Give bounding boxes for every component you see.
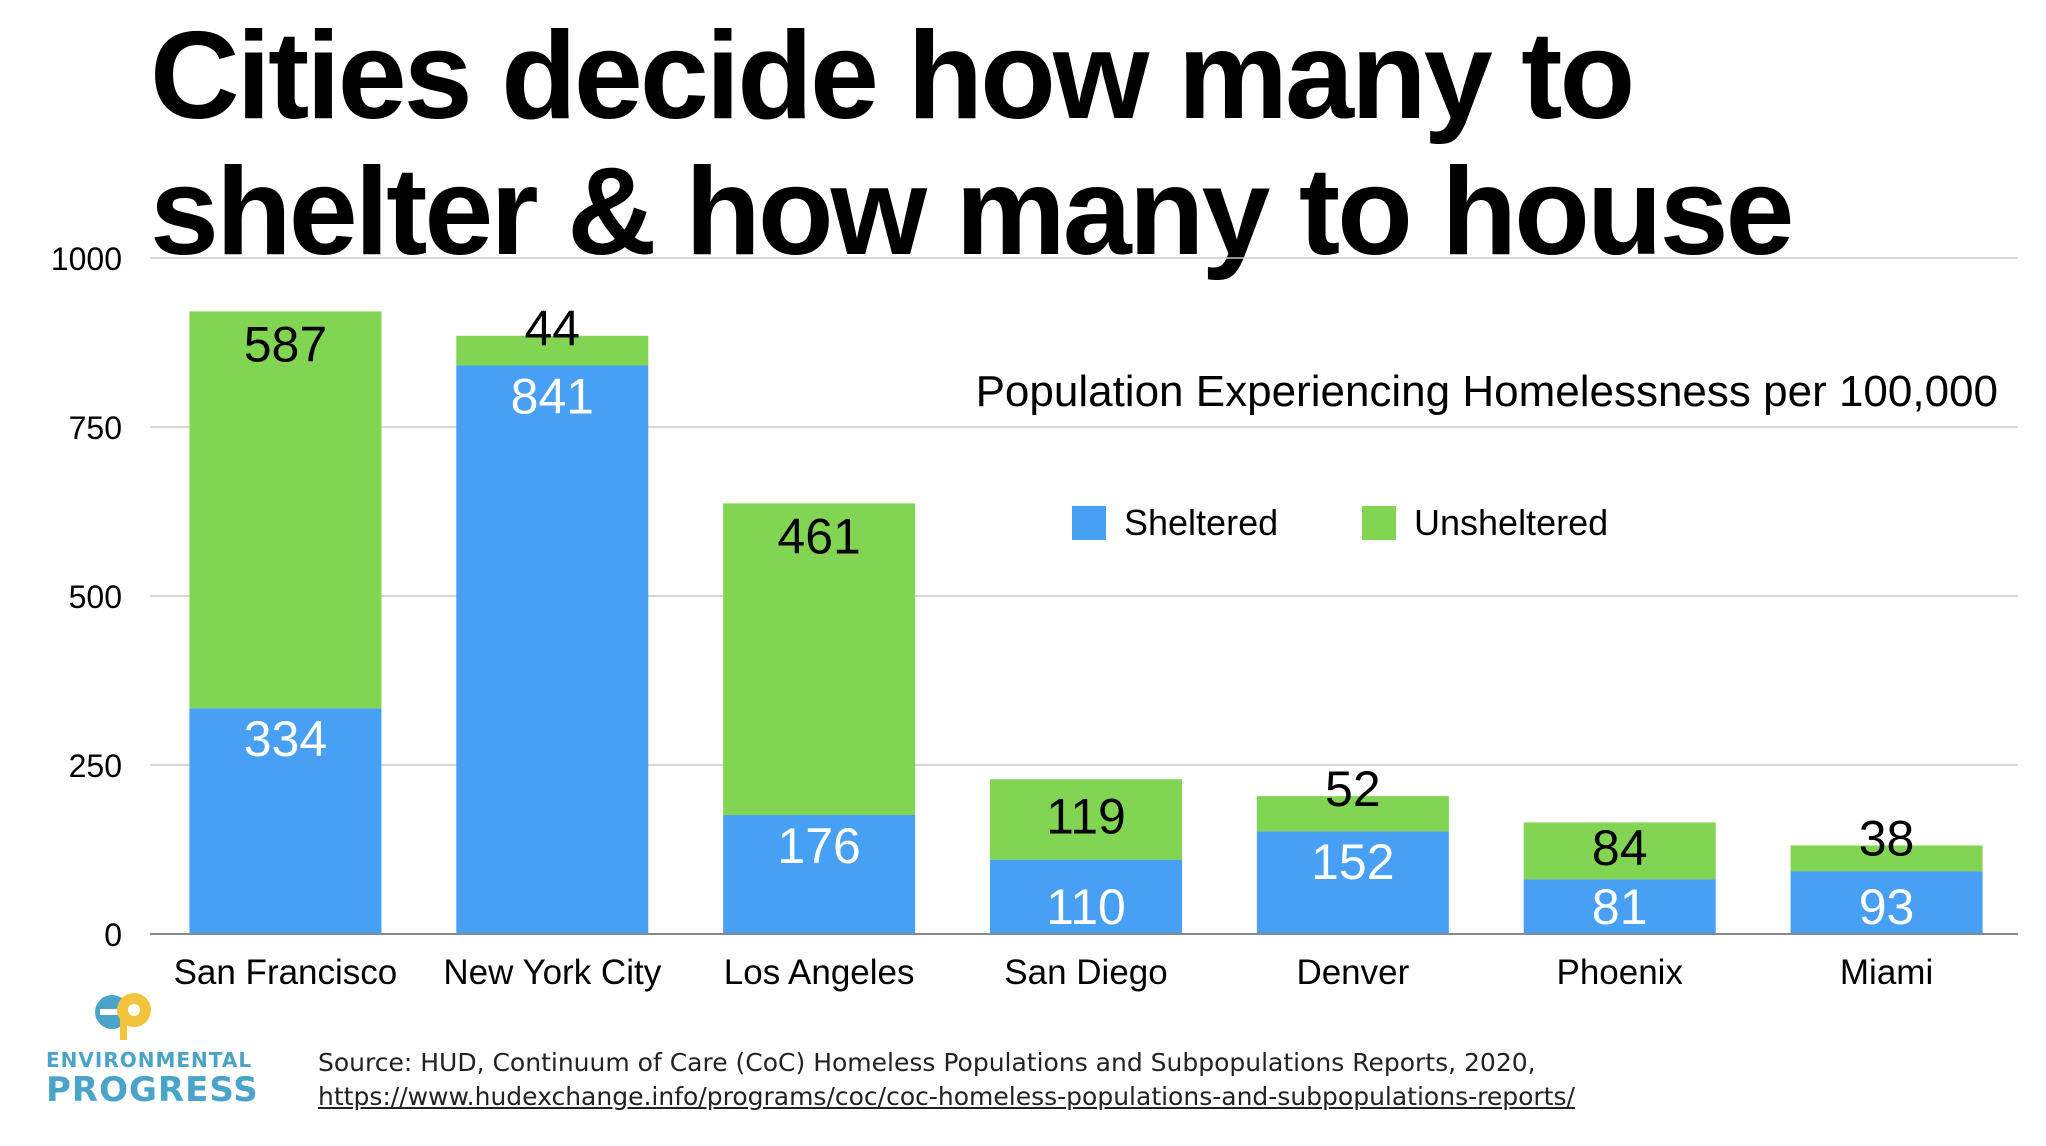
bar-sheltered: [1790, 871, 1983, 934]
x-tick-label: Denver: [1296, 953, 1409, 992]
bar-unsheltered: [723, 503, 916, 816]
bar-sheltered: [456, 365, 649, 934]
data-label: 461: [777, 508, 860, 564]
data-label: 334: [244, 711, 327, 767]
legend-label-unsheltered: Unsheltered: [1414, 502, 1608, 543]
logo-line-2: PROGRESS: [46, 1070, 259, 1110]
data-label: 176: [777, 818, 860, 874]
bar-unsheltered: [456, 335, 649, 366]
data-label: 587: [244, 316, 327, 372]
data-label: 119: [1046, 788, 1126, 844]
data-label: 93: [1859, 879, 1915, 935]
bar-sheltered: [723, 815, 916, 934]
bar-sheltered: [990, 859, 1182, 934]
ep-logo-icon: [95, 993, 151, 1040]
bar-unsheltered: [189, 311, 382, 709]
data-label: 38: [1859, 810, 1915, 866]
title-line-1: Cities decide how many to: [150, 7, 1635, 145]
y-tick-label: 0: [104, 917, 122, 953]
x-tick-label: San Diego: [1004, 953, 1167, 992]
bar-sheltered: [189, 708, 382, 934]
data-label: 152: [1311, 834, 1394, 890]
source-note: Source: HUD, Continuum of Care (CoC) Hom…: [318, 1046, 2038, 1114]
legend-label-sheltered: Sheltered: [1124, 502, 1278, 543]
legend-swatch-unsheltered: [1362, 506, 1396, 540]
x-tick-label: New York City: [443, 953, 661, 992]
logo-line-1: ENVIRONMENTAL: [46, 1048, 253, 1072]
environmental-progress-logo: ENVIRONMENTAL PROGRESS: [44, 990, 258, 1110]
x-tick-label: Miami: [1840, 953, 1933, 992]
bar-sheltered: [1523, 879, 1716, 934]
source-link[interactable]: https://www.hudexchange.info/programs/co…: [318, 1082, 1575, 1111]
bar-unsheltered: [1523, 822, 1716, 880]
y-tick-label: 250: [69, 748, 122, 784]
x-tick-label: Phoenix: [1556, 953, 1683, 992]
chart-title: Population Experiencing Homelessness per…: [976, 367, 1998, 416]
y-tick-label: 500: [69, 579, 122, 615]
bar-sheltered: [1256, 831, 1449, 934]
data-label: 841: [511, 368, 594, 424]
x-tick-label: Los Angeles: [724, 953, 915, 992]
data-label: 44: [524, 301, 580, 357]
data-label: 81: [1592, 879, 1648, 935]
bar-unsheltered: [990, 779, 1182, 860]
bar-unsheltered: [1256, 796, 1449, 832]
source-text: Source: HUD, Continuum of Care (CoC) Hom…: [318, 1048, 1536, 1077]
data-label: 110: [1046, 879, 1126, 935]
y-tick-label: 1000: [51, 241, 122, 277]
legend-swatch-sheltered: [1072, 506, 1106, 540]
page-title: Cities decide how many to shelter & how …: [150, 8, 2030, 280]
x-tick-label: San Francisco: [174, 953, 398, 992]
data-label: 84: [1592, 820, 1648, 876]
y-tick-label: 750: [69, 410, 122, 446]
data-label: 52: [1325, 761, 1381, 817]
bar-unsheltered: [1790, 845, 1983, 872]
